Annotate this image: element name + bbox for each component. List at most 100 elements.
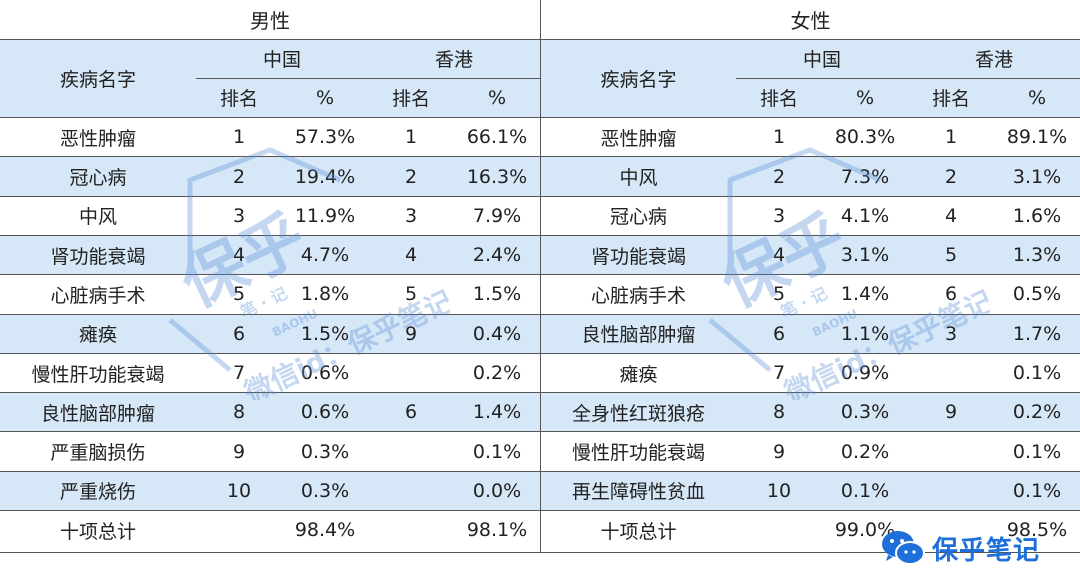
china-percent-cell: 80.3% <box>822 117 908 157</box>
rank-header: 排名 <box>196 78 282 119</box>
disease-name-cell: 心脏病手术 <box>541 274 736 315</box>
china-percent-cell: 7.3% <box>822 156 908 197</box>
disease-name-cell: 瘫痪 <box>0 313 196 354</box>
china-rank-cell: 10 <box>196 470 282 511</box>
hongkong-rank-cell: 9 <box>908 392 994 432</box>
hongkong-rank-cell: 5 <box>368 274 454 315</box>
table-row: 严重脑损伤 9 0.3% 0.1% <box>0 431 540 472</box>
hongkong-percent-cell: 0.1% <box>994 470 1080 511</box>
china-percent-cell: 1.4% <box>822 274 908 315</box>
china-rank-cell: 9 <box>196 431 282 472</box>
disease-name-cell: 严重烧伤 <box>0 470 196 511</box>
china-rank-cell: 10 <box>736 470 822 511</box>
table-row: 慢性肝功能衰竭 7 0.6% 0.2% <box>0 352 540 393</box>
percent-header: % <box>822 78 908 119</box>
region-hongkong-header: 香港 <box>368 38 540 79</box>
female-title: 女性 <box>541 0 1080 39</box>
disease-name-cell: 瘫痪 <box>541 352 736 393</box>
china-percent-cell: 0.3% <box>822 392 908 432</box>
table-row: 再生障碍性贫血 10 0.1% 0.1% <box>541 470 1080 511</box>
table-row: 中风 2 7.3% 2 3.1% <box>541 156 1080 197</box>
hongkong-percent-cell: 0.2% <box>994 392 1080 432</box>
hongkong-percent-cell: 0.1% <box>994 352 1080 393</box>
hongkong-percent-cell: 3.1% <box>994 156 1080 197</box>
hongkong-rank-cell: 4 <box>908 195 994 236</box>
table-row: 良性脑部肿瘤 6 1.1% 3 1.7% <box>541 313 1080 354</box>
region-china-header: 中国 <box>196 38 368 79</box>
hongkong-rank-cell <box>368 470 454 511</box>
male-table: 男性 疾病名字 中国 香港 排名 % 排名 % 恶性肿瘤 1 57.3% 1 66.1%… <box>0 0 540 550</box>
china-rank-cell: 7 <box>736 352 822 393</box>
disease-name-cell: 冠心病 <box>541 195 736 236</box>
china-percent-cell: 1.5% <box>282 313 368 354</box>
table-row: 肾功能衰竭 4 4.7% 4 2.4% <box>0 234 540 275</box>
table-row: 心脏病手术 5 1.4% 6 0.5% <box>541 274 1080 315</box>
hongkong-rank-cell <box>368 352 454 393</box>
china-percent-cell: 0.3% <box>282 470 368 511</box>
china-rank-cell: 4 <box>736 234 822 275</box>
hongkong-percent-cell: 1.7% <box>994 313 1080 354</box>
disease-name-cell: 全身性红斑狼疮 <box>541 392 736 432</box>
hongkong-rank-cell: 1 <box>368 117 454 157</box>
female-panel: 女性 疾病名字 中国 香港 排名 % 排名 % 恶性肿瘤 1 80.3% 1 89.1%… <box>540 0 1080 552</box>
table-row: 全身性红斑狼疮 8 0.3% 9 0.2% <box>541 392 1080 432</box>
table-row: 肾功能衰竭 4 3.1% 5 1.3% <box>541 234 1080 275</box>
china-percent-cell: 0.1% <box>822 470 908 511</box>
china-percent-cell: 19.4% <box>282 156 368 197</box>
disease-name-cell: 良性脑部肿瘤 <box>0 392 196 432</box>
china-rank-cell: 6 <box>196 313 282 354</box>
male-table-body: 恶性肿瘤 1 57.3% 1 66.1% 冠心病 2 19.4% 2 16.3% 中风 3 11.9% 3… <box>0 117 540 550</box>
hongkong-percent-cell: 0.0% <box>454 470 540 511</box>
hongkong-percent-cell: 1.3% <box>994 234 1080 275</box>
china-percent-cell: 0.3% <box>282 431 368 472</box>
china-rank-cell: 5 <box>196 274 282 315</box>
rank-header: 排名 <box>736 78 822 119</box>
china-rank-cell: 2 <box>736 156 822 197</box>
brand-logo: 保乎笔记 <box>880 528 1040 568</box>
china-rank-cell: 8 <box>196 392 282 432</box>
hongkong-total-percent-cell: 98.5% <box>994 510 1080 550</box>
hongkong-rank-cell: 6 <box>368 392 454 432</box>
china-rank-cell: 4 <box>196 234 282 275</box>
china-percent-cell: 57.3% <box>282 117 368 157</box>
brand-logo-text: 保乎笔记 <box>932 535 1041 566</box>
disease-name-cell: 中风 <box>0 195 196 236</box>
table-row: 冠心病 3 4.1% 4 1.6% <box>541 195 1080 236</box>
hongkong-percent-cell: 2.4% <box>454 234 540 275</box>
hongkong-percent-cell: 0.5% <box>994 274 1080 315</box>
disease-name-cell: 慢性肝功能衰竭 <box>541 431 736 472</box>
female-table: 女性 疾病名字 中国 香港 排名 % 排名 % 恶性肿瘤 1 80.3% 1 89.1%… <box>541 0 1080 550</box>
china-percent-cell: 3.1% <box>822 234 908 275</box>
china-rank-cell: 8 <box>736 392 822 432</box>
table-row: 严重烧伤 10 0.3% 0.0% <box>0 470 540 511</box>
table-row: 恶性肿瘤 1 57.3% 1 66.1% <box>0 117 540 157</box>
disease-name-cell: 恶性肿瘤 <box>0 117 196 157</box>
hongkong-total-percent-cell: 98.1% <box>454 510 540 550</box>
table-row: 良性脑部肿瘤 8 0.6% 6 1.4% <box>0 392 540 432</box>
table-row: 瘫痪 6 1.5% 9 0.4% <box>0 313 540 354</box>
china-percent-cell: 4.7% <box>282 234 368 275</box>
disease-name-cell: 慢性肝功能衰竭 <box>0 352 196 393</box>
disease-name-cell: 冠心病 <box>0 156 196 197</box>
table-row: 慢性肝功能衰竭 9 0.2% 0.1% <box>541 431 1080 472</box>
china-rank-cell: 7 <box>196 352 282 393</box>
table-row: 冠心病 2 19.4% 2 16.3% <box>0 156 540 197</box>
china-percent-cell: 4.1% <box>822 195 908 236</box>
hongkong-rank-cell <box>908 352 994 393</box>
region-china-header: 中国 <box>736 38 908 79</box>
hongkong-percent-cell: 0.1% <box>454 431 540 472</box>
empty-cell <box>368 510 454 550</box>
hongkong-percent-cell: 89.1% <box>994 117 1080 157</box>
region-hongkong-header: 香港 <box>908 38 1080 79</box>
total-row: 十项总计 99.0% 98.5% <box>541 510 1080 550</box>
percent-header: % <box>454 78 540 119</box>
male-title: 男性 <box>0 0 540 39</box>
table-row: 心脏病手术 5 1.8% 5 1.5% <box>0 274 540 315</box>
china-percent-cell: 0.2% <box>822 431 908 472</box>
china-rank-cell: 9 <box>736 431 822 472</box>
china-percent-cell: 0.6% <box>282 392 368 432</box>
hongkong-rank-cell <box>908 470 994 511</box>
hongkong-percent-cell: 1.5% <box>454 274 540 315</box>
table-row: 中风 3 11.9% 3 7.9% <box>0 195 540 236</box>
china-total-percent-cell: 98.4% <box>282 510 368 550</box>
